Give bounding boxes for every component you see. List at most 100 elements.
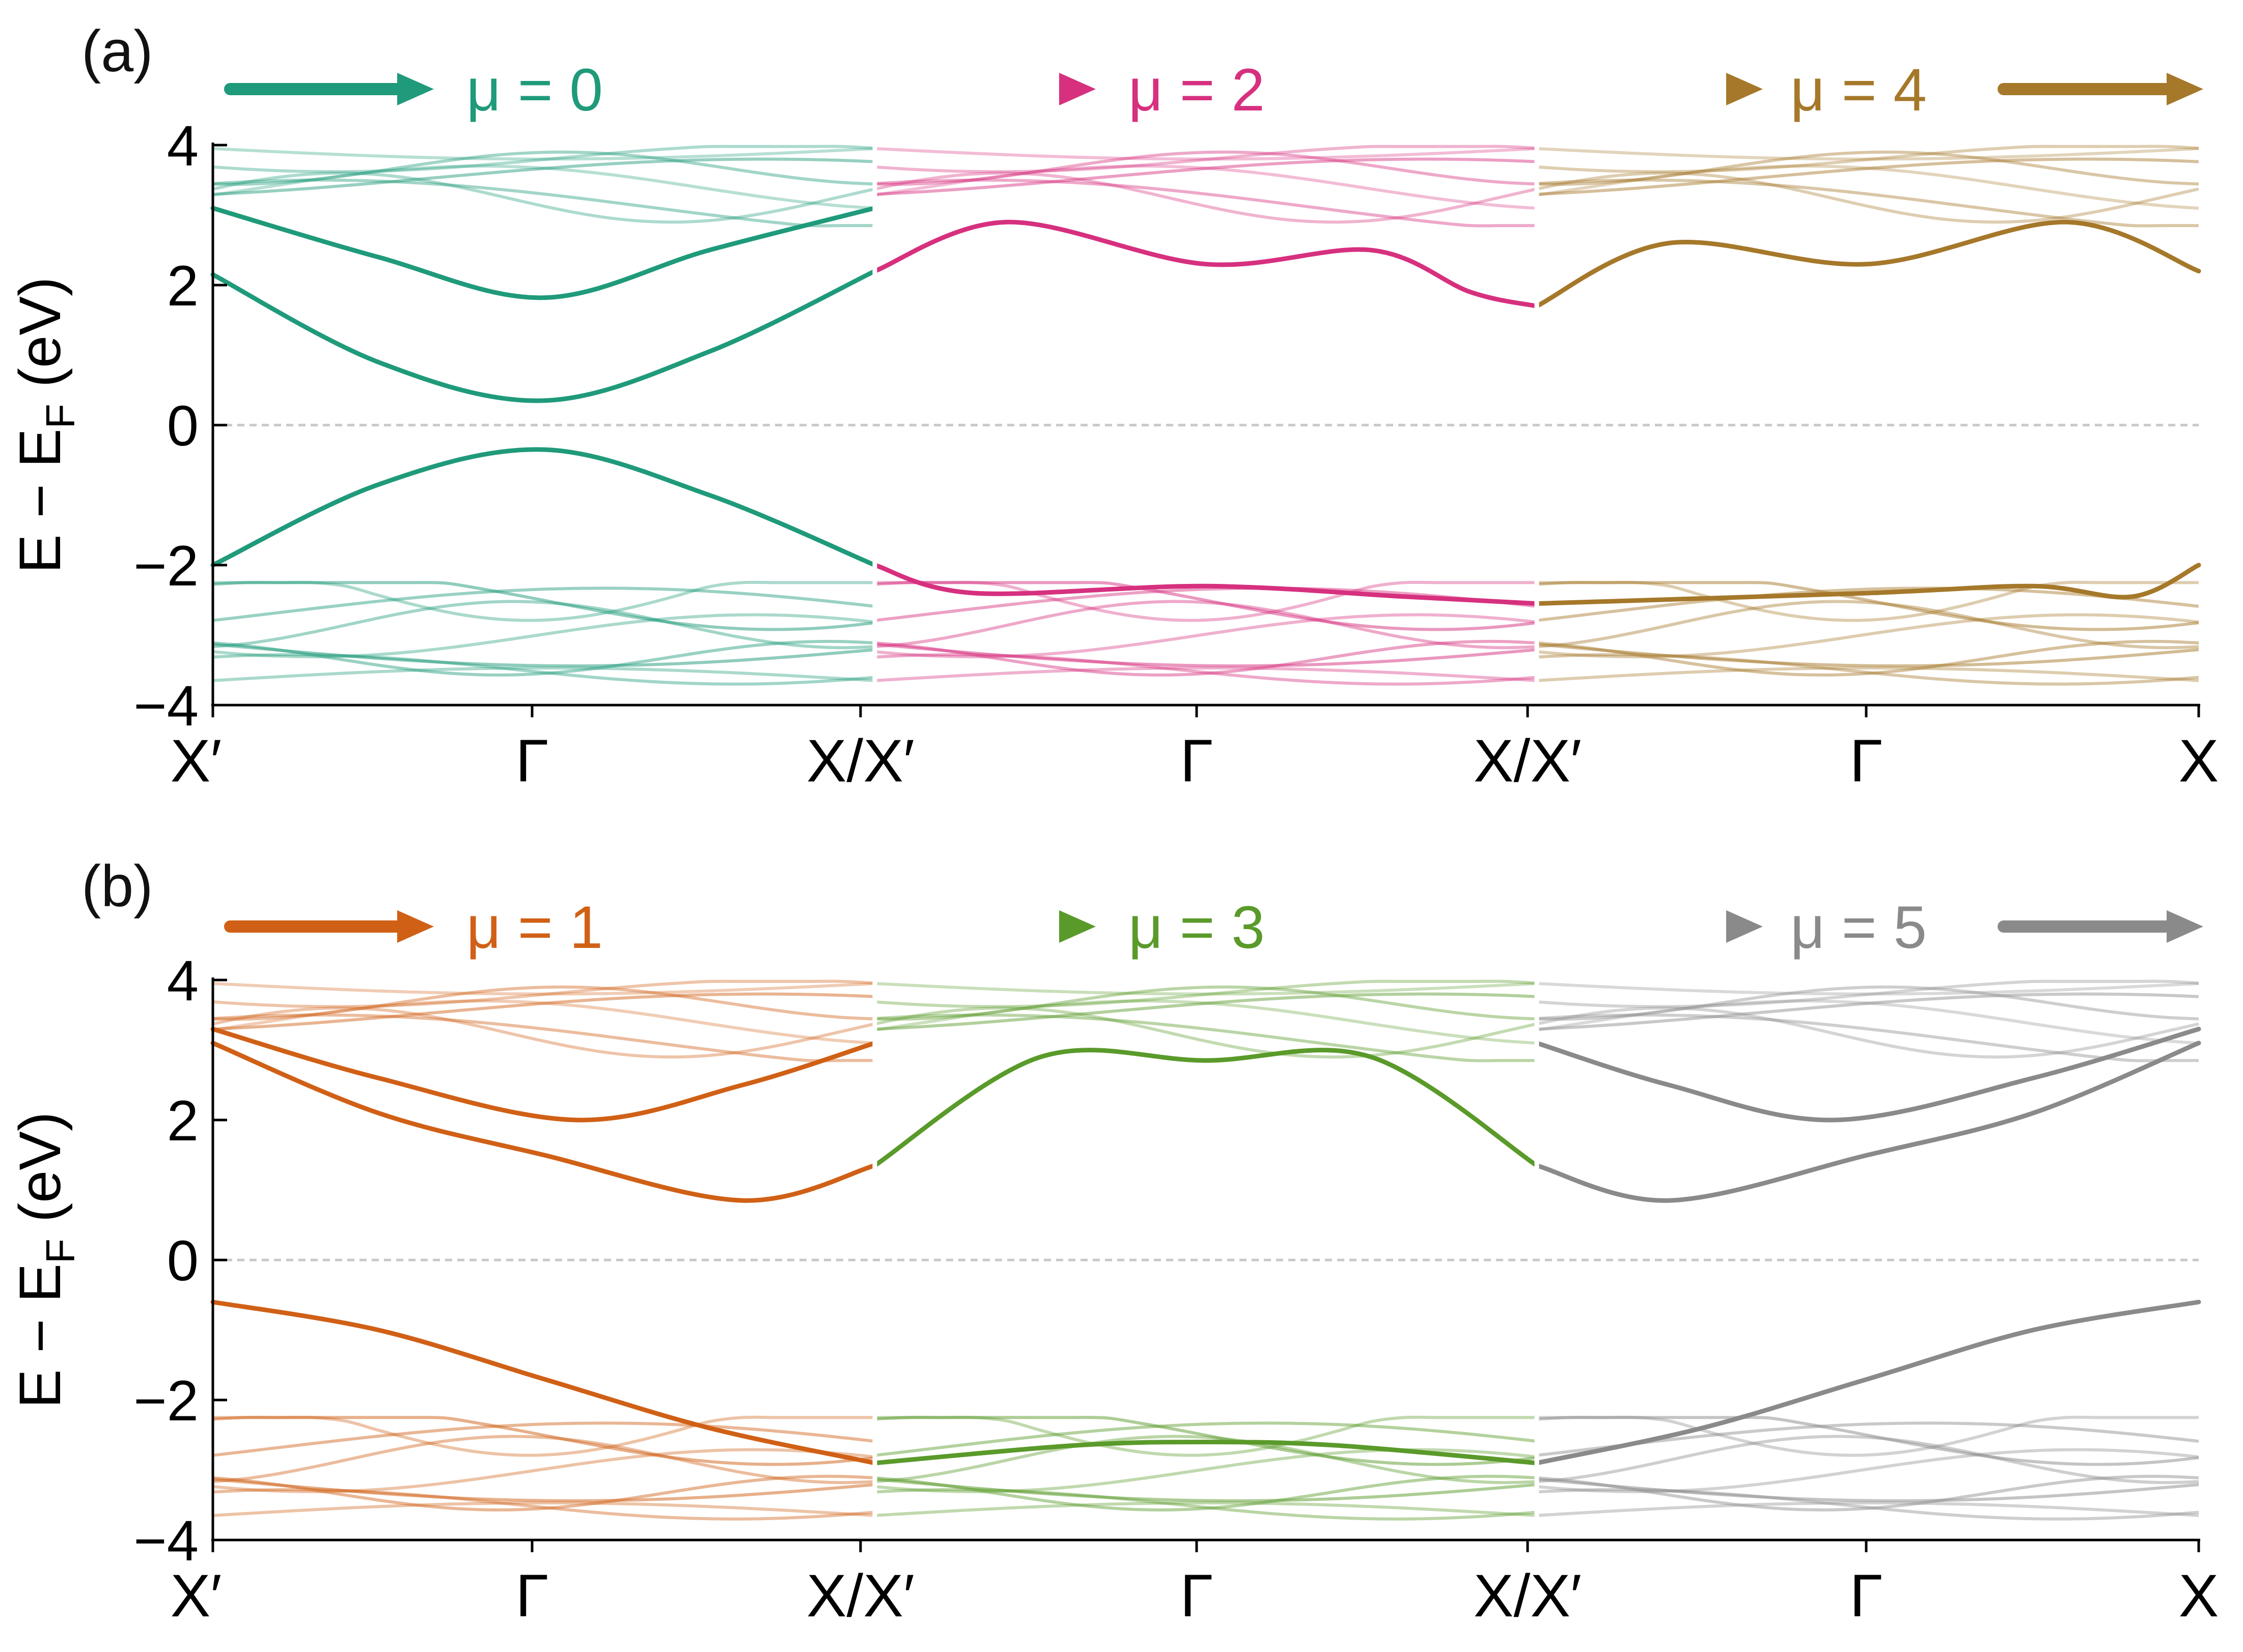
x-tick-label: X/X′ (807, 727, 915, 795)
x-tick-label: X/X′ (1474, 727, 1582, 795)
valence-band-line (1536, 1501, 2199, 1517)
valence-band-line (874, 1421, 1537, 1457)
band-series-2 (210, 447, 877, 568)
valence-band-line (212, 666, 875, 682)
y-tick-label: −2 (133, 1369, 199, 1433)
conduction-band-line (874, 164, 1537, 210)
conduction-band-line (874, 982, 1537, 996)
panel-label: (b) (81, 854, 153, 919)
y-axis-label-sub: F (38, 404, 83, 429)
valence-band-line (874, 1415, 1537, 1457)
x-tick-label: X (2179, 727, 2219, 795)
valence-band-line (874, 1474, 1537, 1511)
conduction-band-line (1536, 1013, 2199, 1062)
band-series-3 (872, 1048, 1539, 1168)
conduction-band-line (1536, 157, 2199, 196)
mu-label: μ = 4 (1790, 57, 1927, 124)
conduction-band-line (212, 992, 875, 1031)
valence-band-line (874, 1501, 1537, 1517)
mu-arrow-head (2167, 73, 2203, 105)
valence-band-line (1536, 1474, 2199, 1511)
mu-label: μ = 0 (466, 57, 603, 124)
conduction-band-line (212, 982, 875, 996)
conduction-band-line (874, 157, 1537, 196)
panel-b: (b) μ = 1 μ = 3 μ = 5 4 2 0 −2 −4X′ Γ X/X′ Γ X/X′ Γ X E… (8, 854, 2219, 1630)
y-tick-label: −4 (133, 674, 199, 738)
band-series-5 (1534, 219, 2201, 309)
y-tick-label: 2 (167, 254, 199, 318)
conduction-band-line (1536, 171, 2199, 224)
valence-band-line (212, 1474, 875, 1511)
conduction-band-line (874, 178, 1537, 228)
x-tick-label: X′ (171, 1562, 222, 1630)
conduction-band-line (1536, 982, 2199, 996)
y-tick-label: −4 (133, 1509, 199, 1573)
conduction-band-line (874, 1013, 1537, 1062)
conduction-band-line (874, 999, 1537, 1045)
mu-arrow-head (1059, 910, 1096, 943)
valence-band-line (1536, 1448, 2199, 1494)
mu-arrow-head (397, 73, 434, 105)
conduction-band-line (874, 1006, 1537, 1059)
y-axis-label-sub: F (38, 1239, 83, 1264)
band-series-0 (210, 1041, 877, 1203)
valence-band-line (212, 1435, 875, 1485)
valence-band-line (212, 639, 875, 677)
valence-band-line (212, 586, 875, 622)
conduction-band-line (874, 145, 1537, 174)
conduction-band-line (1536, 145, 2199, 174)
x-tick-label: X/X′ (1474, 1562, 1582, 1630)
valence-band-line (1536, 666, 2199, 682)
y-tick-label: −2 (133, 534, 199, 598)
valence-band-line (1536, 642, 2199, 668)
valence-band-line (1536, 1416, 2199, 1466)
y-tick-label: 2 (167, 1089, 199, 1153)
conduction-band-line (212, 157, 875, 196)
valence-band-line (1536, 1415, 2199, 1457)
y-tick-label: 0 (167, 1229, 199, 1293)
valence-band-line (874, 1448, 1537, 1494)
mu-arrow-head (1726, 910, 1763, 943)
conduction-band-line (874, 147, 1537, 161)
valence-band-line (1536, 600, 2199, 650)
conduction-band-line (212, 145, 875, 174)
valence-band-line (212, 613, 875, 659)
conduction-band-line (1536, 999, 2199, 1045)
conduction-band-line (1536, 164, 2199, 210)
valence-band-line (1537, 580, 2199, 622)
valence-band-line (874, 1435, 1537, 1485)
mu-label: μ = 3 (1128, 894, 1265, 961)
valence-band-line (874, 581, 1537, 631)
band-series-4 (872, 563, 1539, 606)
band-series-6 (1534, 1026, 2201, 1123)
valence-band-line (1536, 581, 2199, 631)
y-tick-label: 4 (167, 949, 199, 1013)
conduction-band-line (212, 178, 875, 228)
conduction-band-line (874, 992, 1537, 1031)
x-tick-label: Γ (516, 727, 549, 795)
conduction-band-line (874, 171, 1537, 224)
valence-band-line (212, 1477, 875, 1503)
conduction-band-line (874, 979, 1537, 1009)
valence-band-line (874, 639, 1537, 677)
valence-band-line (212, 1416, 875, 1466)
conduction-band-line (874, 985, 1537, 1021)
valence-band-line (875, 580, 1537, 622)
conduction-band-line (1536, 985, 2199, 1021)
valence-band-line (874, 600, 1537, 650)
valence-band-line (1536, 1435, 2199, 1485)
mu-arrow-head (397, 910, 434, 943)
y-axis-label-main: E − E (8, 429, 73, 573)
conduction-band-line (212, 1013, 875, 1062)
valence-band-line (874, 586, 1537, 622)
valence-band-line (212, 642, 875, 668)
valence-band-line (874, 613, 1537, 659)
conduction-band-line (212, 147, 875, 161)
band-series-1 (210, 1026, 877, 1123)
valence-band-line (212, 581, 875, 631)
valence-band-line (874, 642, 1537, 668)
y-axis-label-main: E − E (8, 1264, 73, 1408)
y-axis-label: E − EF (eV) (8, 277, 83, 574)
valence-band-line (212, 1415, 875, 1457)
